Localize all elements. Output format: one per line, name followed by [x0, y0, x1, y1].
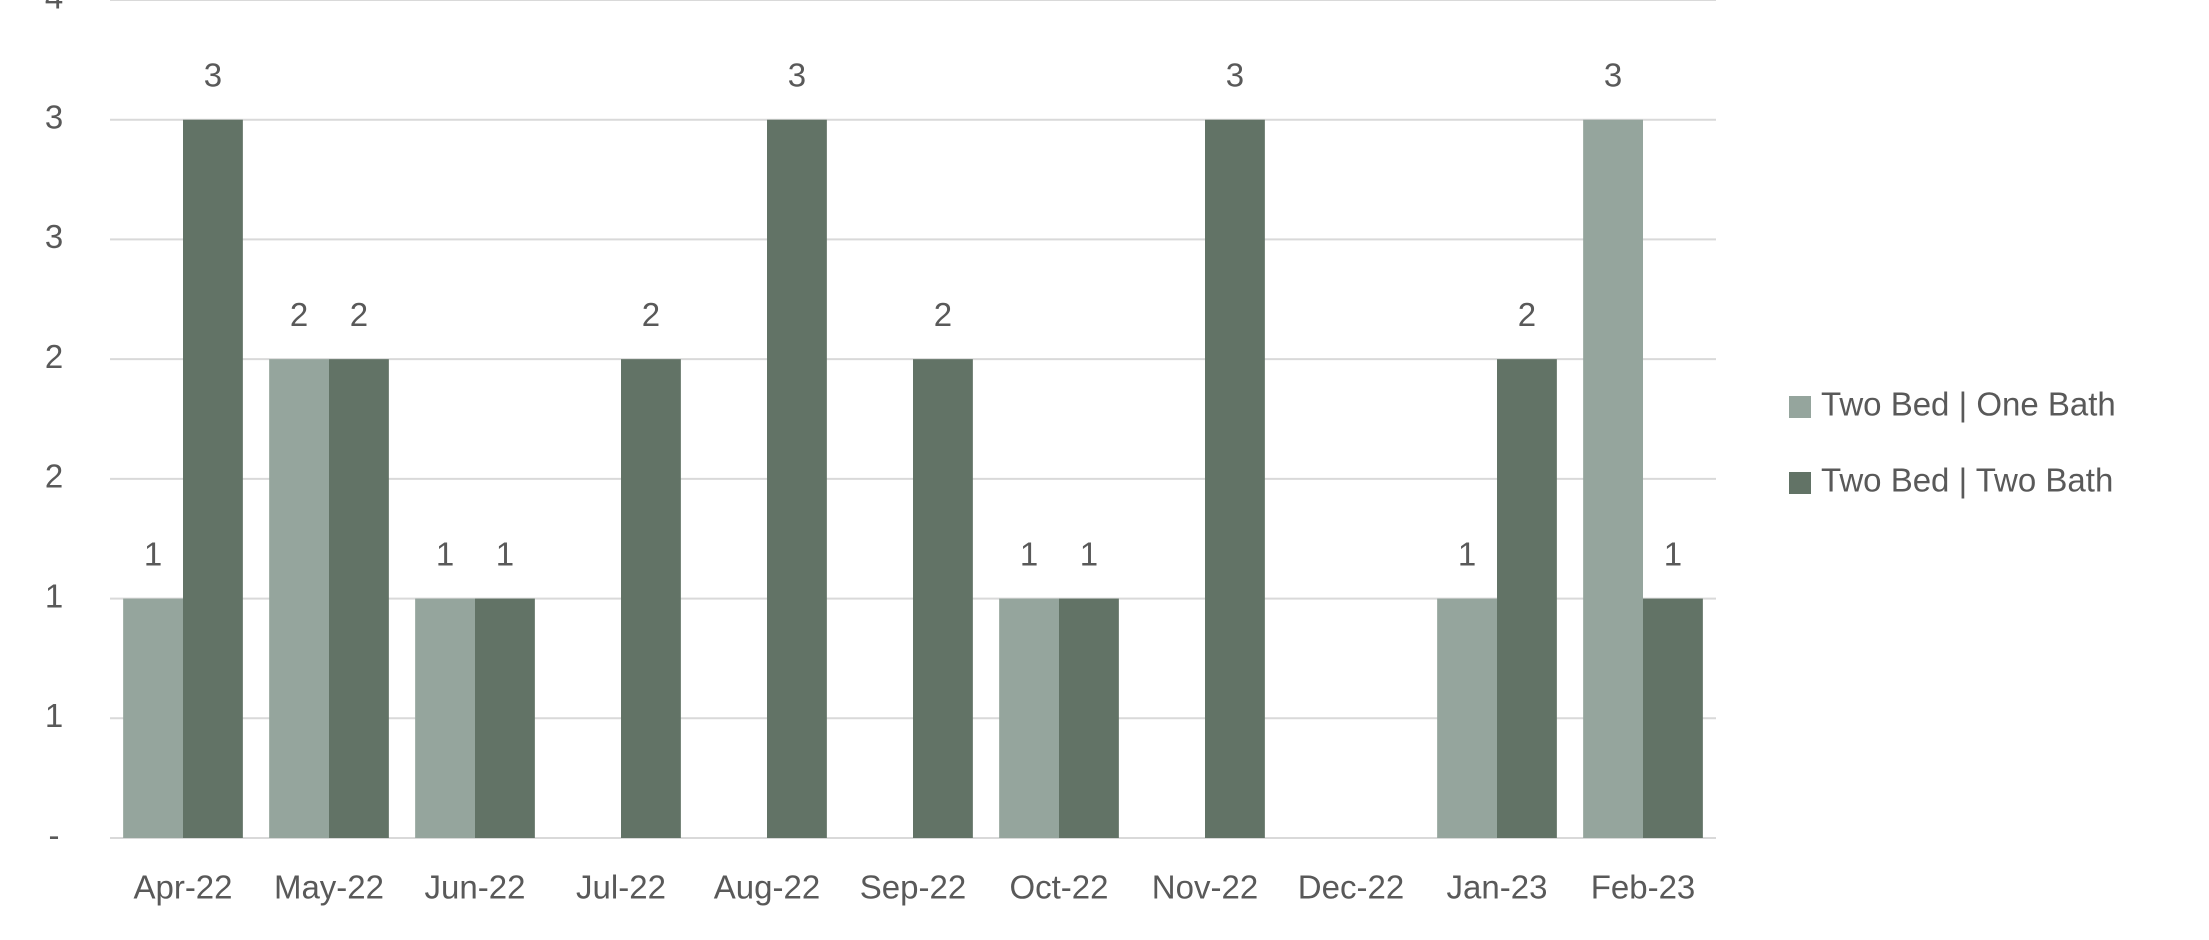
bar	[999, 598, 1059, 838]
bar	[329, 359, 389, 838]
data-label: 2	[350, 296, 368, 333]
data-label: 1	[1458, 535, 1476, 572]
bar	[913, 359, 973, 838]
x-tick-label: Oct-22	[1009, 869, 1108, 906]
bar	[269, 359, 329, 838]
legend-swatch	[1789, 396, 1811, 418]
y-tick-label: 1	[45, 697, 63, 734]
x-tick-label: Jun-22	[425, 869, 526, 906]
data-label: 1	[436, 535, 454, 572]
bar	[183, 119, 243, 838]
bar	[475, 598, 535, 838]
data-label: 1	[496, 535, 514, 572]
y-tick-label: 4	[45, 0, 63, 16]
bar	[123, 598, 183, 838]
x-tick-label: Sep-22	[860, 869, 966, 906]
data-label: 3	[1604, 56, 1622, 93]
data-label: 1	[1080, 535, 1098, 572]
legend-label: Two Bed | One Bath	[1821, 386, 2116, 423]
bar	[621, 359, 681, 838]
data-label: 2	[290, 296, 308, 333]
bar	[415, 598, 475, 838]
data-label: 3	[204, 56, 222, 93]
bar	[1437, 598, 1497, 838]
legend-swatch	[1789, 472, 1811, 494]
data-label: 3	[788, 56, 806, 93]
bar	[1497, 359, 1557, 838]
x-tick-label: Nov-22	[1152, 869, 1258, 906]
x-tick-label: Dec-22	[1298, 869, 1404, 906]
data-label: 2	[642, 296, 660, 333]
x-tick-label: Aug-22	[714, 869, 820, 906]
data-label: 1	[144, 535, 162, 572]
x-tick-label: Jul-22	[576, 869, 666, 906]
bar	[1643, 598, 1703, 838]
data-label: 2	[934, 296, 952, 333]
y-tick-label: -	[49, 817, 60, 854]
data-label: 2	[1518, 296, 1536, 333]
y-tick-label: 2	[45, 338, 63, 375]
data-label: 1	[1020, 535, 1038, 572]
data-label: 3	[1226, 56, 1244, 93]
y-tick-label: 2	[45, 458, 63, 495]
x-tick-label: Feb-23	[1591, 869, 1696, 906]
y-tick-label: 1	[45, 577, 63, 614]
x-tick-label: Jan-23	[1447, 869, 1548, 906]
bar	[1583, 119, 1643, 838]
x-tick-label: May-22	[274, 869, 384, 906]
bar	[1205, 119, 1265, 838]
y-tick-label: 3	[45, 218, 63, 255]
data-label: 1	[1664, 535, 1682, 572]
x-tick-label: Apr-22	[133, 869, 232, 906]
bar	[1059, 598, 1119, 838]
bar	[767, 119, 827, 838]
legend-label: Two Bed | Two Bath	[1821, 462, 2113, 499]
y-tick-label: 3	[45, 98, 63, 135]
